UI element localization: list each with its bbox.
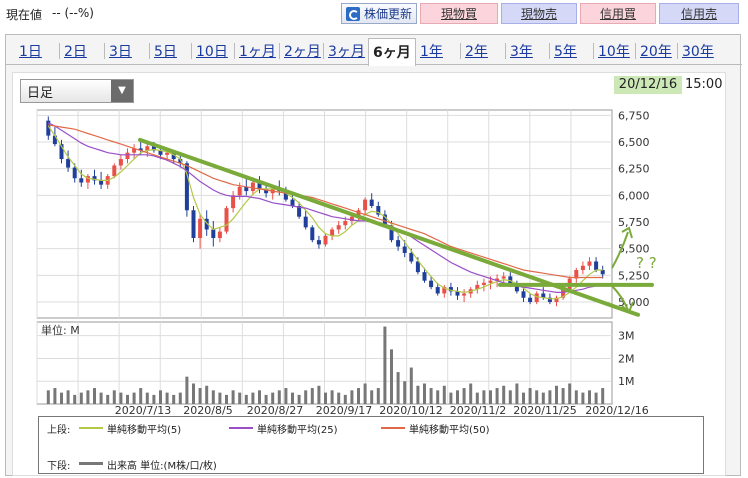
legend-upper-label: 上段: xyxy=(47,425,71,436)
legend-volume-label: 出来高 単位:(M株/口/枚) xyxy=(107,461,217,472)
legend-ma5-swatch xyxy=(79,427,103,429)
tab-separator xyxy=(234,43,235,59)
tab-separator xyxy=(460,43,461,59)
tab-15[interactable]: 20年 xyxy=(640,44,672,60)
tab-separator xyxy=(677,43,678,59)
tab-6[interactable]: 1ヶ月 xyxy=(239,44,276,60)
tab-separator xyxy=(104,43,105,59)
margin-sell-button[interactable]: 信用売 xyxy=(659,3,739,24)
tab-separator xyxy=(59,43,60,59)
refresh-price-label: 株価更新 xyxy=(364,7,413,21)
candle-period-value: 日足 xyxy=(27,86,54,101)
current-price-label: 現在値 xyxy=(6,8,43,22)
tab-9[interactable]: 6ヶ月 xyxy=(368,38,416,66)
chart-time: 15:00 xyxy=(685,77,723,92)
tab-13[interactable]: 5年 xyxy=(554,44,577,60)
tab-8[interactable]: 3ヶ月 xyxy=(328,44,365,60)
refresh-price-button[interactable]: 株価更新 xyxy=(341,3,417,24)
tab-12[interactable]: 3年 xyxy=(510,44,533,60)
tab-11[interactable]: 2年 xyxy=(465,44,488,60)
legend-ma25-swatch xyxy=(229,427,253,429)
tab-16[interactable]: 30年 xyxy=(682,44,714,60)
tab-separator xyxy=(191,43,192,59)
tab-1[interactable]: 1日 xyxy=(19,44,42,60)
candle-period-select[interactable]: 日足 ▼ xyxy=(20,79,134,103)
refresh-icon xyxy=(346,6,360,21)
tab-14[interactable]: 10年 xyxy=(598,44,630,60)
tab-7[interactable]: 2ヶ月 xyxy=(284,44,321,60)
top-bar: 現在値 -- (--%) 株価更新 現物買 現物売 信用買 信用売 xyxy=(0,0,748,28)
period-tabs: 1日 2日 3日 5日 10日 1ヶ月 2ヶ月 3ヶ月 6ヶ月 1年 2年 3年 5年 10年 20年 30年 xyxy=(6,35,742,66)
tab-separator xyxy=(549,43,550,59)
margin-buy-button[interactable]: 信用買 xyxy=(580,3,656,24)
tab-3[interactable]: 3日 xyxy=(109,44,132,60)
legend-ma50-label: 単純移動平均(50) xyxy=(409,425,490,436)
spot-sell-button[interactable]: 現物売 xyxy=(501,3,577,24)
tab-2[interactable]: 2日 xyxy=(64,44,87,60)
current-price-value: -- (--%) xyxy=(52,6,94,20)
tab-separator xyxy=(593,43,594,59)
chart-legend: 上段: 単純移動平均(5) 単純移動平均(25) 単純移動平均(50) 下段: … xyxy=(38,416,704,474)
legend-lower-label: 下段: xyxy=(47,461,71,472)
spot-buy-button[interactable]: 現物買 xyxy=(420,3,498,24)
legend-ma5-label: 単純移動平均(5) xyxy=(107,425,182,436)
tab-separator xyxy=(279,43,280,59)
tab-separator xyxy=(149,43,150,59)
tab-separator xyxy=(635,43,636,59)
tab-10[interactable]: 1年 xyxy=(420,44,443,60)
tab-4[interactable]: 5日 xyxy=(154,44,177,60)
tab-separator xyxy=(505,43,506,59)
tab-separator xyxy=(323,43,324,59)
chart-date: 20/12/16 xyxy=(614,76,682,94)
legend-ma25-label: 単純移動平均(25) xyxy=(257,425,338,436)
dropdown-arrow-icon: ▼ xyxy=(111,80,133,102)
legend-ma50-swatch xyxy=(381,427,405,429)
legend-volume-swatch xyxy=(79,462,103,465)
tab-5[interactable]: 10日 xyxy=(196,44,228,60)
